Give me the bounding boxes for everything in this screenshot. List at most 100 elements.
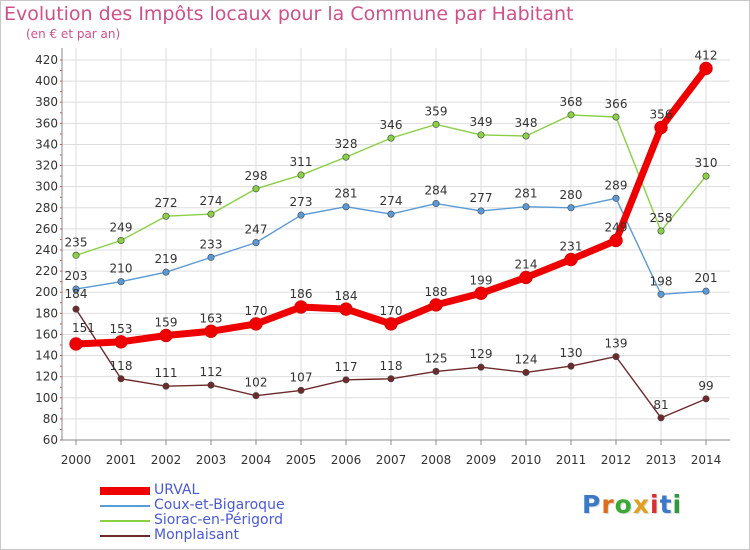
data-label: 159 [155, 316, 178, 330]
data-point [702, 287, 710, 295]
data-point [612, 194, 620, 202]
data-label: 118 [110, 359, 133, 373]
proxiti-logo: Proxiti [582, 490, 683, 519]
data-label: 348 [515, 116, 538, 130]
legend-swatch [100, 487, 150, 495]
data-label: 235 [65, 235, 88, 249]
data-label: 281 [335, 187, 358, 201]
data-label: 356 [650, 108, 673, 122]
data-label: 349 [470, 115, 493, 129]
data-label: 163 [200, 311, 223, 325]
x-tick-label: 2004 [241, 453, 272, 467]
legend-label: Monplaisant [154, 527, 239, 543]
data-point [252, 392, 260, 400]
legend-label: Siorac-en-Périgord [154, 512, 284, 528]
data-label: 203 [65, 269, 88, 283]
data-point [609, 233, 623, 248]
x-tick-label: 2011 [556, 453, 587, 467]
data-point [162, 212, 170, 220]
data-label: 210 [110, 262, 133, 276]
data-label: 298 [245, 169, 268, 183]
x-tick-label: 2008 [421, 453, 452, 467]
data-label: 118 [380, 359, 403, 373]
data-point [117, 375, 125, 383]
data-point [159, 328, 173, 343]
data-label: 328 [335, 137, 358, 151]
data-label: 130 [560, 346, 583, 360]
data-label: 412 [695, 48, 718, 62]
data-point [522, 203, 530, 211]
data-label: 274 [380, 194, 403, 208]
data-label: 112 [200, 365, 223, 379]
data-label: 107 [290, 370, 313, 384]
x-tick-label: 2007 [376, 453, 407, 467]
data-point [249, 317, 263, 331]
legend-label: URVAL [154, 482, 200, 498]
x-tick-label: 2014 [691, 453, 722, 467]
y-tick-label: 240 [35, 243, 58, 257]
x-tick-label: 2001 [106, 453, 137, 467]
y-tick-label: 380 [35, 95, 58, 109]
data-label: 272 [155, 196, 178, 210]
data-point [162, 268, 170, 276]
data-point [567, 204, 575, 212]
data-point [567, 362, 575, 370]
data-point [522, 132, 530, 140]
data-point [342, 376, 350, 384]
data-label: 139 [605, 337, 628, 351]
data-point [522, 368, 530, 376]
data-point [117, 237, 125, 245]
data-point [702, 172, 710, 180]
y-tick-label: 200 [35, 285, 58, 299]
data-point [429, 298, 443, 312]
data-point [342, 203, 350, 211]
data-label: 170 [380, 304, 403, 318]
data-point [387, 375, 395, 383]
data-point [72, 251, 80, 259]
y-tick-label: 60 [43, 433, 58, 447]
data-label: 188 [425, 285, 448, 299]
chart-subtitle: (en € et par an) [26, 27, 121, 41]
data-label: 274 [200, 194, 223, 208]
plot-area [62, 48, 730, 440]
data-label: 170 [245, 304, 268, 318]
y-tick-label: 320 [35, 159, 58, 173]
data-label: 99 [698, 379, 713, 393]
data-label: 153 [110, 322, 133, 336]
y-tick-label: 140 [35, 349, 58, 363]
data-point [657, 290, 665, 298]
data-point [207, 381, 215, 389]
data-point [342, 153, 350, 161]
y-tick-label: 80 [43, 412, 58, 426]
data-label: 81 [653, 398, 668, 412]
data-point [297, 386, 305, 394]
y-tick-label: 220 [35, 264, 58, 278]
data-point [384, 317, 398, 331]
data-label: 129 [470, 347, 493, 361]
data-point [294, 300, 308, 314]
y-tick-label: 260 [35, 222, 58, 236]
data-label: 184 [65, 287, 88, 301]
data-point [612, 113, 620, 121]
data-label: 231 [560, 240, 583, 254]
data-label: 311 [290, 155, 313, 169]
data-label: 233 [200, 237, 223, 251]
y-tick-label: 400 [35, 74, 58, 88]
data-label: 284 [425, 184, 448, 198]
data-label: 111 [155, 366, 178, 380]
x-tick-label: 2005 [286, 453, 317, 467]
data-label: 249 [605, 221, 628, 235]
data-point [297, 211, 305, 219]
x-tick-label: 2002 [151, 453, 182, 467]
data-point [654, 120, 668, 135]
data-point [432, 120, 440, 128]
x-tick-label: 2009 [466, 453, 497, 467]
data-point [702, 395, 710, 403]
data-label: 201 [695, 271, 718, 285]
data-point [387, 210, 395, 218]
data-label: 310 [695, 156, 718, 170]
data-point [477, 131, 485, 139]
legend-label: Coux-et-Bigaroque [154, 497, 285, 513]
data-label: 359 [425, 104, 448, 118]
